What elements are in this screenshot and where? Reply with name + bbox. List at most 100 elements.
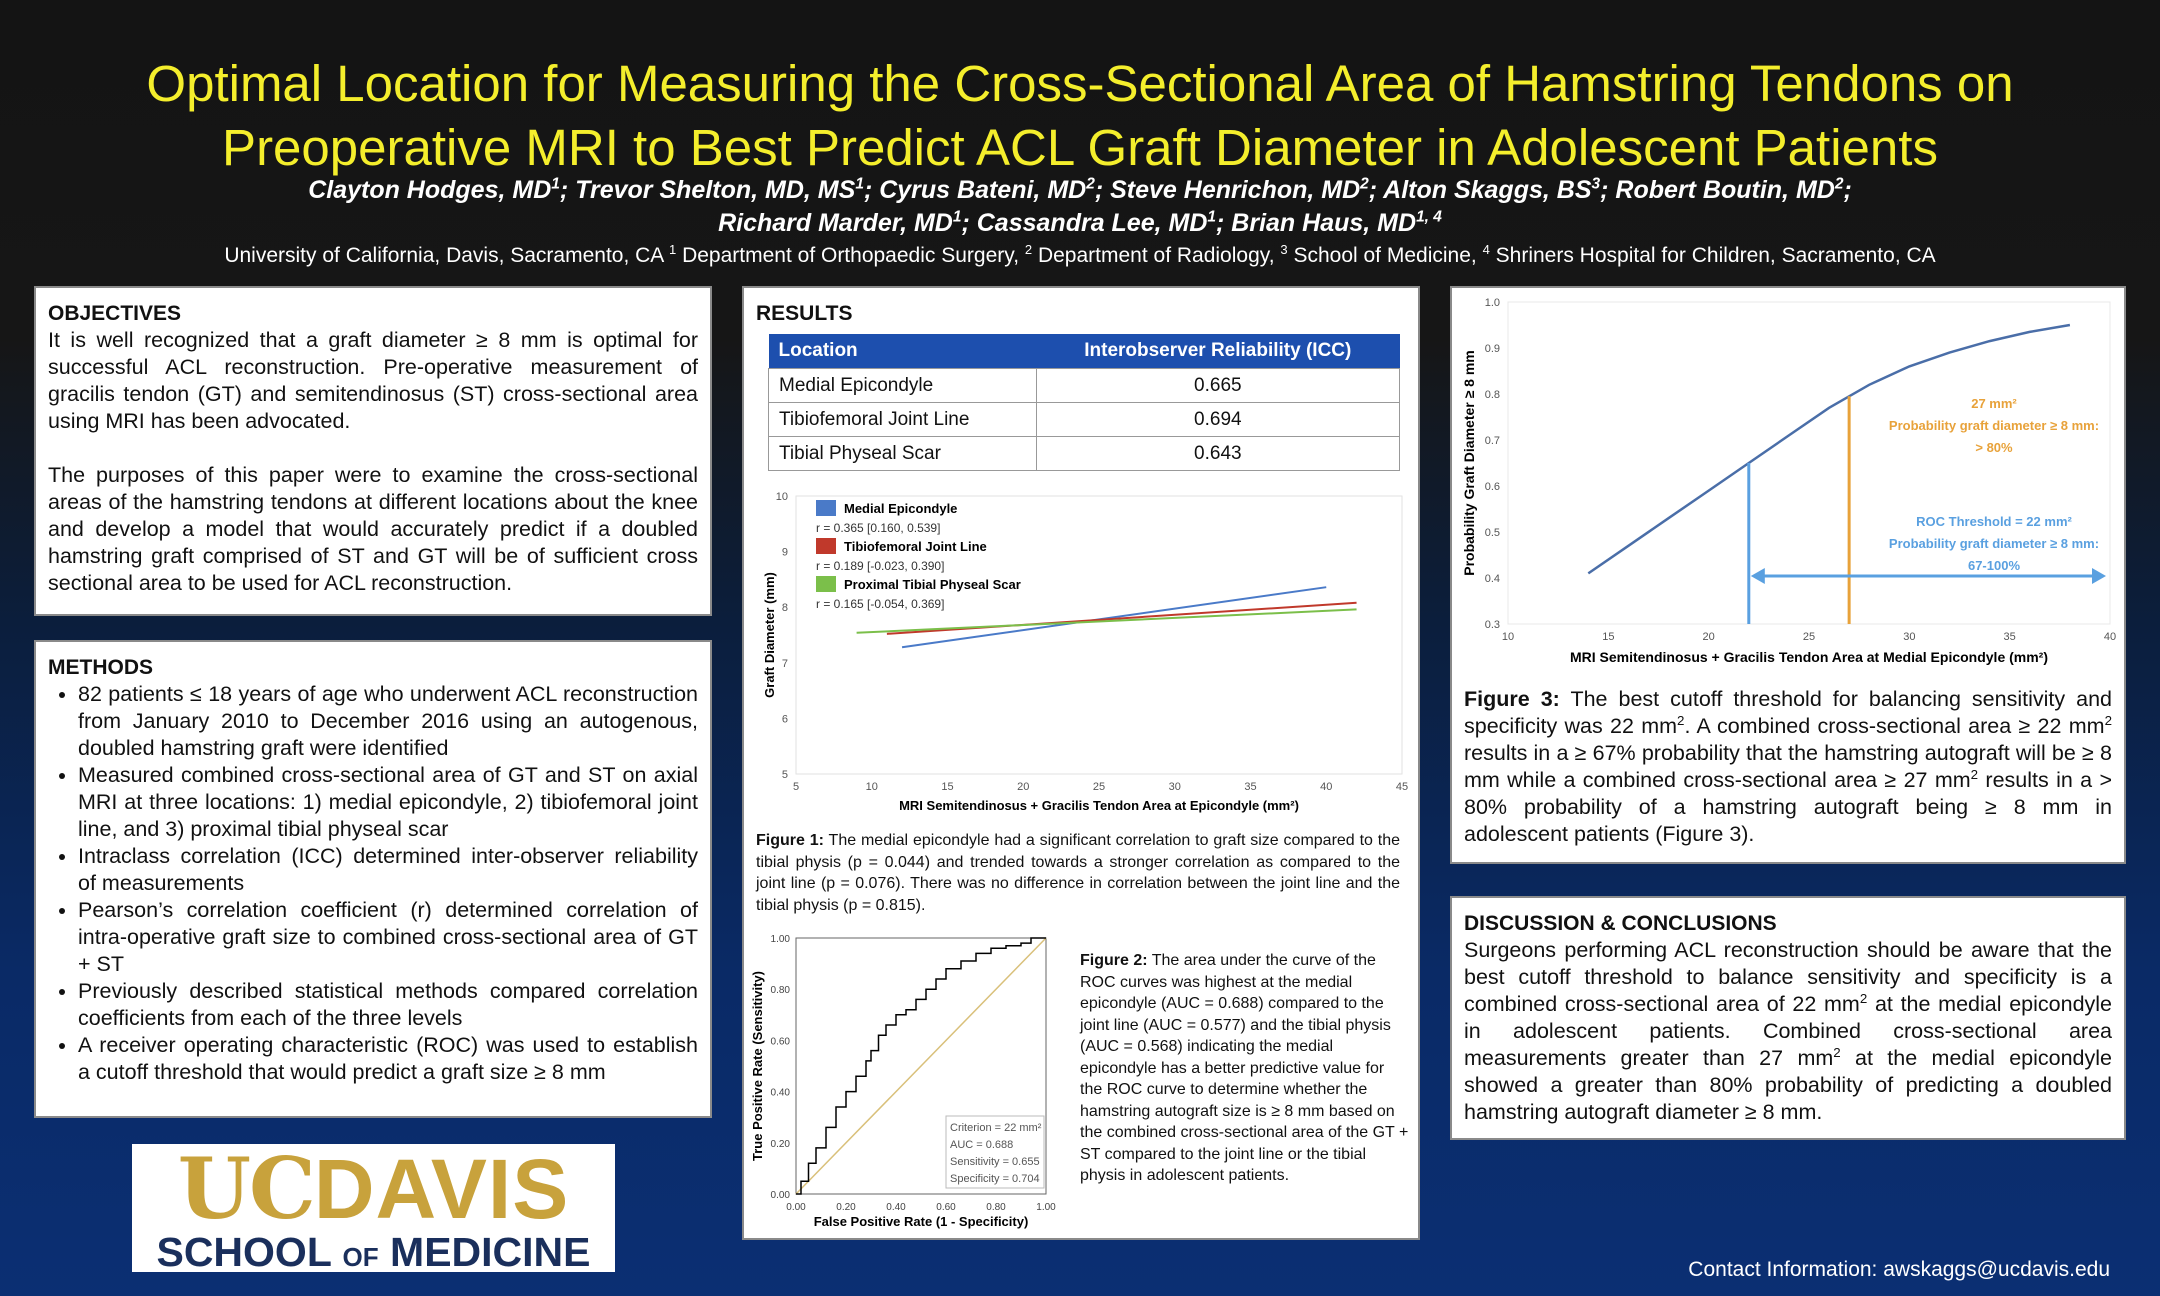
affiliations: University of California, Davis, Sacrame… — [60, 242, 2100, 270]
y-tick-label: 1.0 — [1485, 297, 1500, 309]
icc-table-wrap: Location Interobserver Reliability (ICC)… — [768, 334, 1401, 471]
objectives-paragraph-1: It is well recognized that a graft diame… — [48, 328, 698, 433]
legend-entry: Proximal Tibial Physeal Scar — [844, 577, 1021, 592]
table-cell-location: Medial Epicondyle — [768, 368, 1037, 403]
y-tick-label: 0.7 — [1485, 435, 1500, 447]
author-affiliation-number: 1 — [1207, 208, 1217, 226]
legend-entry: Tibiofemoral Joint Line — [844, 539, 987, 554]
annotation-box — [945, 1115, 1045, 1189]
y-tick-label: 8 — [782, 602, 788, 614]
author-name: Cyrus Bateni, MD — [879, 176, 1087, 204]
figure-3-probability-curve: 27 mm² Probability graft diameter ≥ 8 mm:… — [1461, 297, 2116, 665]
x-tick-label: 0.80 — [986, 1202, 1006, 1213]
plot-area — [1507, 301, 2111, 625]
x-tick-label: 20 — [1017, 781, 1029, 793]
y-tick-label: 0.5 — [1485, 527, 1500, 539]
y-tick-label: 1.00 — [771, 934, 791, 945]
legend-stat: r = 0.165 [-0.054, 0.369] — [816, 597, 944, 611]
x-tick-label: 30 — [1903, 631, 1915, 643]
x-tick-label: 5 — [793, 781, 799, 793]
icc-header-location: Location — [768, 334, 1037, 369]
y-tick-label: 0.9 — [1485, 343, 1500, 355]
x-axis-label: MRI Semitendinosus + Gracilis Tendon Are… — [1570, 649, 2048, 665]
x-tick-label: 15 — [941, 781, 953, 793]
annotation-line: Criterion = 22 mm² — [950, 1122, 1042, 1134]
x-tick-label: 45 — [1396, 781, 1408, 793]
probability-curve — [1587, 323, 2071, 575]
discussion-text: Surgeons performing ACL reconstruction s… — [1464, 938, 2113, 1124]
x-axis-label: False Positive Rate (1 - Specificity) — [814, 1214, 1029, 1229]
legend-stat: r = 0.189 [-0.023, 0.390] — [816, 559, 944, 573]
icc-table: Location Interobserver Reliability (ICC)… — [768, 334, 1401, 471]
author-name: Trevor Shelton, MD, MS — [575, 176, 856, 204]
x-tick-label: 40 — [2104, 631, 2116, 643]
y-tick-label: 0.4 — [1485, 573, 1500, 585]
y-tick-label: 0.60 — [771, 1036, 791, 1047]
x-tick-label: 25 — [1093, 781, 1105, 793]
methods-item: Intraclass correlation (ICC) determined … — [78, 843, 698, 897]
figure-3-panel: 27 mm² Probability graft diameter ≥ 8 mm:… — [1450, 286, 2126, 864]
table-cell-location: Tibiofemoral Joint Line — [768, 402, 1037, 437]
legend-swatch — [816, 576, 836, 592]
methods-list: 82 patients ≤ 18 years of age who underw… — [48, 681, 698, 1086]
author-name: Brian Haus, MD — [1231, 209, 1417, 237]
table-cell-icc: 0.643 — [1035, 436, 1401, 471]
legend-stat: r = 0.365 [0.160, 0.539] — [816, 521, 940, 535]
author-name: Cassandra Lee, MD — [976, 209, 1208, 237]
x-tick-label: 0.20 — [836, 1202, 856, 1213]
x-tick-label: 35 — [2004, 631, 2016, 643]
annotation-line: Sensitivity = 0.655 — [950, 1156, 1040, 1168]
ucdavis-logo: UCDAVIS SCHOOL OF MEDICINE — [132, 1139, 615, 1274]
y-tick-label: 6 — [782, 713, 788, 725]
figure-2-caption: Figure 2: The area under the curve of th… — [1080, 952, 1409, 1184]
y-tick-label: 9 — [782, 547, 788, 559]
affiliation-text: Department of Orthopaedic Surgery, — [676, 244, 1025, 267]
logo-ucdavis-wordmark: UCDAVIS — [177, 1139, 570, 1238]
figure-1-scatter-lines: 5 10 15 20 25 30 35 40 45 5 6 7 8 9 10 MRI Semitendinos… — [762, 491, 1408, 813]
x-tick-label: 0.60 — [936, 1202, 956, 1213]
x-tick-label: 35 — [1244, 781, 1256, 793]
discussion-panel: DISCUSSION & CONCLUSIONS Surgeons perfor… — [1450, 896, 2126, 1140]
y-tick-label: 0.3 — [1485, 619, 1500, 631]
objectives-heading: OBJECTIVES — [48, 302, 182, 325]
discussion-heading: DISCUSSION & CONCLUSIONS — [1464, 912, 1777, 935]
annotation-27mm: 27 mm² — [1971, 396, 2017, 411]
x-tick-label: 10 — [866, 781, 878, 793]
x-tick-label: 40 — [1320, 781, 1332, 793]
arrowhead-right — [2092, 568, 2106, 584]
y-tick-label: 0.00 — [771, 1190, 791, 1201]
arrowhead-left — [1750, 568, 1765, 584]
y-tick-label: 0.80 — [771, 985, 791, 996]
legend-swatch — [816, 500, 836, 516]
author-affiliation-number: 1 — [952, 208, 962, 226]
affiliation-text: University of California, Davis, Sacrame… — [224, 244, 669, 267]
x-axis-label: MRI Semitendinosus + Gracilis Tendon Are… — [899, 798, 1299, 813]
author-affiliation-number: 2 — [1360, 175, 1369, 193]
annotation-22mm: 67-100% — [1968, 558, 2020, 573]
author-affiliation-number: 2 — [1834, 175, 1844, 193]
author-affiliation-number: 1 — [551, 175, 560, 193]
y-axis-label: True Positive Rate (Sensitivity) — [750, 971, 765, 1161]
annotation-line: Specificity = 0.704 — [950, 1173, 1040, 1185]
figure-2-roc-curve: 0.00 0.20 0.40 0.60 0.80 1.00 0.00 0.20 0.40 0.60… — [750, 934, 1056, 1229]
title-line-1: Optimal Location for Measuring the Cross… — [146, 55, 2014, 112]
y-axis-label: Probability Graft Diameter ≥ 8 mm — [1461, 350, 1477, 576]
regression-line — [856, 608, 1357, 634]
poster-title: Optimal Location for Measuring the Cross… — [60, 52, 2100, 180]
logo-school-of-medicine: SCHOOL OF MEDICINE — [156, 1229, 591, 1275]
author-name: Clayton Hodges, MD — [308, 176, 552, 204]
table-cell-icc: 0.694 — [1035, 402, 1401, 437]
affiliation-text: Department of Radiology, — [1032, 244, 1281, 267]
roc-curve — [796, 937, 1046, 1195]
methods-item: A receiver operating characteristic (ROC… — [78, 1032, 698, 1086]
results-heading: RESULTS — [756, 302, 853, 325]
author-list: Clayton Hodges, MD1; Trevor Shelton, MD,… — [308, 175, 1852, 237]
y-tick-label: 10 — [776, 491, 788, 503]
affiliation-number: 4 — [1482, 242, 1490, 257]
annotation-27mm: > 80% — [1975, 440, 2013, 455]
x-tick-label: 20 — [1703, 631, 1715, 643]
author-affiliation-number: 2 — [1086, 175, 1095, 193]
author-name: Alton Skaggs, BS — [1383, 176, 1592, 204]
figure-3-caption: Figure 3: The best cutoff threshold for … — [1464, 687, 2113, 846]
x-tick-label: 10 — [1502, 631, 1514, 643]
